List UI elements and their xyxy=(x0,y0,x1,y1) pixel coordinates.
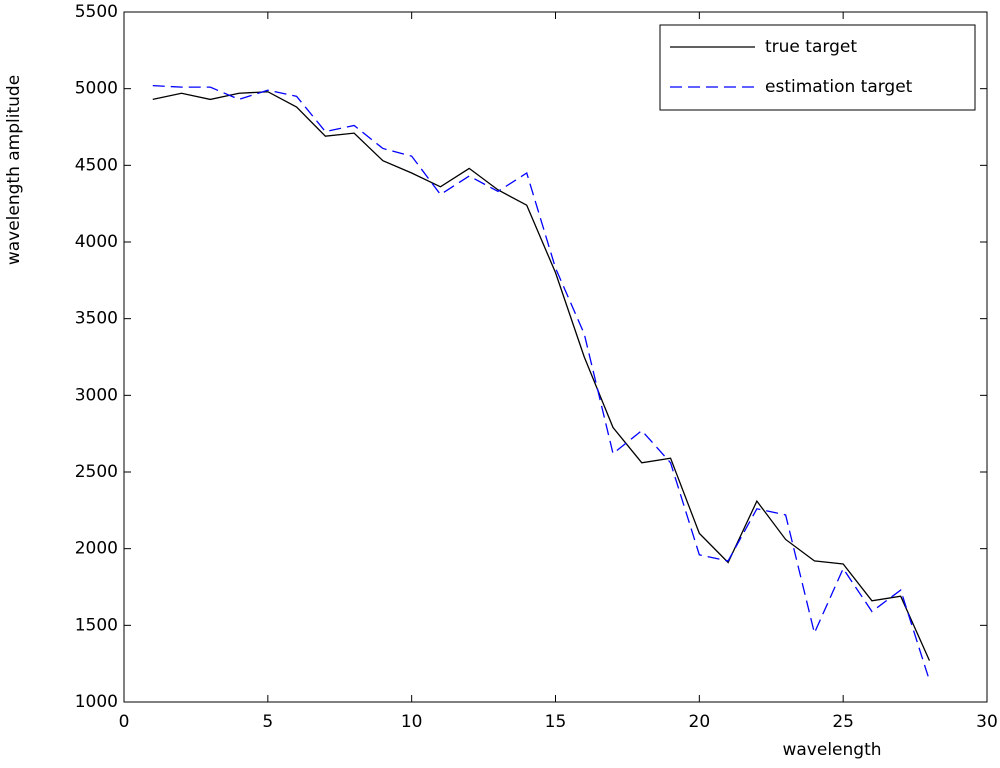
y-tick-label: 3500 xyxy=(75,309,118,329)
legend-label: true target xyxy=(765,37,857,57)
x-tick-label: 5 xyxy=(262,712,273,732)
x-tick-label: 10 xyxy=(401,712,423,732)
x-tick-label: 30 xyxy=(976,712,998,732)
y-tick-label: 4500 xyxy=(75,155,118,175)
x-tick-label: 15 xyxy=(545,712,567,732)
y-axis-label: wavelength amplitude xyxy=(4,75,24,265)
x-tick-label: 25 xyxy=(832,712,854,732)
y-tick-label: 5000 xyxy=(75,79,118,99)
legend-box xyxy=(659,24,976,111)
series-line xyxy=(152,84,931,681)
y-tick-label: 2000 xyxy=(75,539,118,559)
x-axis-label: wavelength xyxy=(782,740,881,760)
y-tick-label: 2500 xyxy=(75,462,118,482)
series-line xyxy=(152,91,931,661)
x-tick-label: 0 xyxy=(119,712,130,732)
legend-label: estimation target xyxy=(765,77,913,97)
y-tick-label: 4000 xyxy=(75,232,118,252)
y-tick-label: 5500 xyxy=(75,2,118,22)
y-tick-label: 3000 xyxy=(75,385,118,405)
x-tick-label: 20 xyxy=(689,712,711,732)
plot-area xyxy=(123,11,988,703)
y-tick-label: 1500 xyxy=(75,615,118,635)
y-tick-label: 1000 xyxy=(75,692,118,712)
